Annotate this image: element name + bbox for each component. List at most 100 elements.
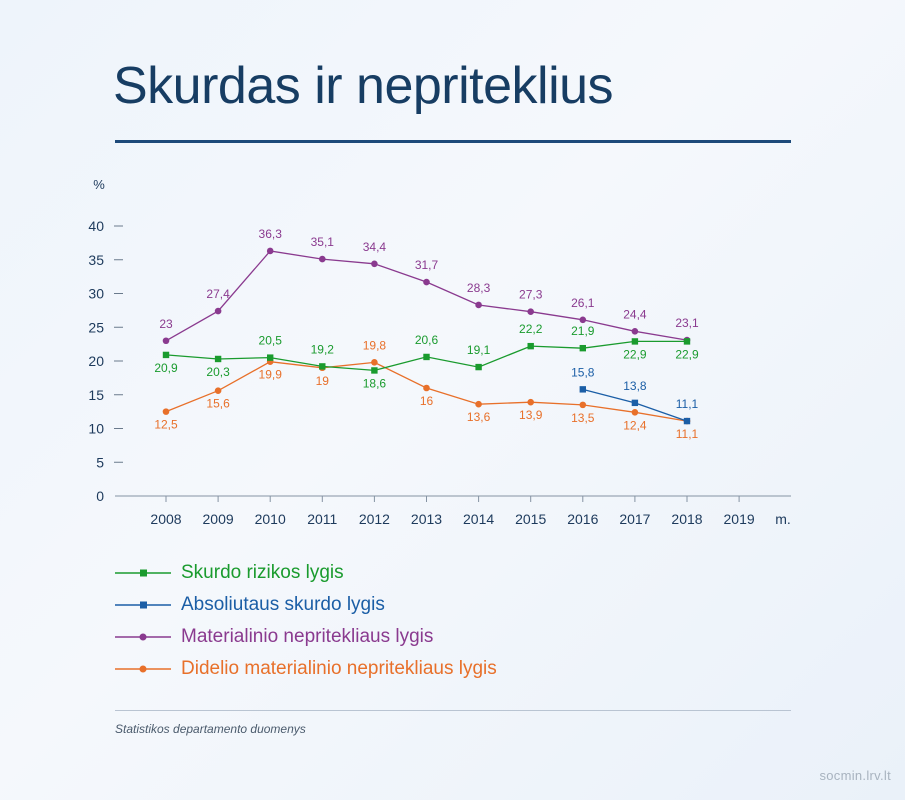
x-tick-label: 2010 <box>255 511 286 527</box>
x-tick-label: 2008 <box>150 511 181 527</box>
data-label: 23 <box>159 317 173 331</box>
legend-swatch <box>115 601 171 609</box>
data-label: 22,9 <box>623 347 647 361</box>
data-label: 35,1 <box>311 235 335 249</box>
data-label: 27,4 <box>206 287 230 301</box>
y-tick-label: 30 <box>88 286 104 302</box>
data-label: 31,7 <box>415 258 439 272</box>
y-tick-label: 5 <box>96 454 104 470</box>
legend-marker <box>139 665 147 673</box>
site-watermark: socmin.lrv.lt <box>819 768 891 783</box>
data-point <box>162 337 170 345</box>
legend-label: Absoliutaus skurdo lygis <box>181 594 385 615</box>
data-point <box>266 247 274 255</box>
legend-marker <box>140 569 147 577</box>
data-label: 19,9 <box>259 368 283 382</box>
series-line-3 <box>165 361 688 422</box>
legend-marker <box>139 633 147 641</box>
data-label: 20,9 <box>154 361 178 375</box>
y-tick-label: 40 <box>88 218 104 234</box>
legend-swatch <box>115 665 171 673</box>
data-label: 19,2 <box>311 342 335 356</box>
data-point <box>319 363 326 370</box>
x-tick-label: 2009 <box>203 511 234 527</box>
data-label: 20,5 <box>259 334 283 348</box>
data-point <box>527 308 534 316</box>
data-point <box>423 384 430 392</box>
data-point <box>631 399 639 407</box>
data-point <box>631 328 639 335</box>
data-label: 20,6 <box>415 333 439 347</box>
x-tick-label: 2011 <box>307 511 337 527</box>
data-point <box>371 260 378 268</box>
y-axis-label: % <box>93 177 105 192</box>
x-tick-label: 2017 <box>619 511 650 527</box>
data-label: 34,4 <box>363 240 387 254</box>
data-label: 27,3 <box>519 288 543 302</box>
data-point <box>162 408 170 415</box>
data-point <box>579 316 587 324</box>
legend-item: Materialinio nepritekliaus lygis <box>115 621 497 653</box>
y-tick-label: 35 <box>88 252 104 268</box>
data-label: 28,3 <box>467 281 491 295</box>
data-label: 12,4 <box>623 418 647 432</box>
data-label: 26,1 <box>571 296 595 310</box>
title-divider <box>115 140 791 143</box>
data-point <box>267 354 274 361</box>
data-point <box>423 353 430 361</box>
data-point <box>475 301 482 309</box>
data-point <box>579 401 587 409</box>
data-label: 20,3 <box>206 365 230 379</box>
legend-label: Didelio materialinio nepritekliaus lygis <box>181 658 497 679</box>
data-point <box>371 367 378 374</box>
data-point <box>423 278 430 286</box>
y-tick-label: 25 <box>88 319 104 335</box>
y-tick-label: 0 <box>96 488 104 504</box>
data-label: 18,6 <box>363 376 387 390</box>
legend-item: Didelio materialinio nepritekliaus lygis <box>115 653 497 685</box>
x-tick-label: 2016 <box>567 511 598 527</box>
source-note: Statistikos departamento duomenys <box>115 722 306 736</box>
data-label: 15,6 <box>206 397 230 411</box>
x-tick-label: 2013 <box>411 511 442 527</box>
data-label: 23,1 <box>675 316 699 330</box>
x-tick-label: 2019 <box>724 511 755 527</box>
data-label: 11,1 <box>676 397 699 411</box>
data-point <box>162 351 170 359</box>
data-point <box>631 409 639 416</box>
data-point <box>527 342 534 350</box>
data-label: 22,2 <box>519 322 543 336</box>
legend-swatch <box>115 569 171 577</box>
footer-divider <box>115 710 791 711</box>
data-label: 36,3 <box>259 227 283 241</box>
y-tick-label: 15 <box>88 387 104 403</box>
data-point <box>214 387 222 395</box>
legend-swatch <box>115 633 171 641</box>
legend-label: Skurdo rizikos lygis <box>181 562 344 583</box>
data-label: 21,9 <box>571 324 595 338</box>
chart-legend: Skurdo rizikos lygis Absoliutaus skurdo l… <box>115 557 497 685</box>
data-label: 13,8 <box>623 379 647 393</box>
legend-label: Materialinio nepritekliaus lygis <box>181 626 434 647</box>
data-point <box>475 363 482 371</box>
data-label: 12,5 <box>154 418 178 432</box>
data-point <box>214 355 222 363</box>
page-title: Skurdas ir nepriteklius <box>113 57 614 115</box>
data-point <box>579 344 586 352</box>
data-point <box>683 417 691 425</box>
data-point <box>631 338 639 345</box>
data-label: 24,4 <box>623 307 647 321</box>
data-label: 11,1 <box>676 427 699 441</box>
data-point <box>319 255 326 263</box>
data-point <box>214 307 222 315</box>
line-chart: % 0 5 10 15 20 25 30 35 40 2008 2009 2010 2011 2012 201… <box>88 177 791 527</box>
data-label: 13,6 <box>467 410 491 424</box>
data-point <box>371 359 378 366</box>
data-label: 19 <box>316 374 330 388</box>
data-point <box>683 338 691 345</box>
legend-marker <box>140 601 147 609</box>
y-tick-label: 10 <box>88 421 104 437</box>
data-label: 13,9 <box>519 408 543 422</box>
data-point <box>579 386 586 393</box>
data-label: 19,8 <box>363 338 387 352</box>
